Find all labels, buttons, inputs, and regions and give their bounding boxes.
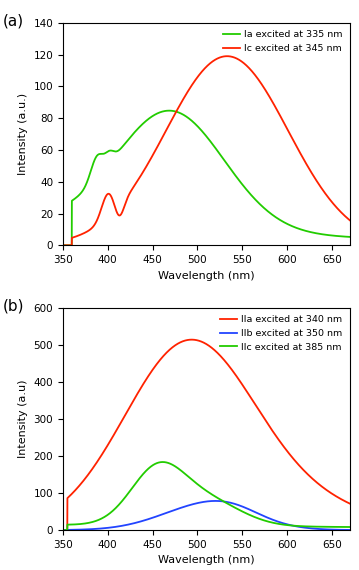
IIa excited at 340 nm [61,527,65,534]
Ia excited at 335 nm [193,120,197,127]
IIc excited at 385 nm [348,524,352,531]
Legend: Ia excited at 335 nm, Ic excited at 345 nm: Ia excited at 335 nm, Ic excited at 345 … [220,27,345,56]
Ia excited at 335 nm [348,234,352,241]
IIb excited at 350 nm [340,527,344,534]
IIb excited at 350 nm [213,498,218,504]
Ic excited at 345 nm [225,53,229,60]
IIc excited at 385 nm [200,484,205,491]
Ic excited at 345 nm [287,129,291,136]
IIa excited at 340 nm [340,496,344,503]
IIc excited at 385 nm [61,527,65,534]
IIb excited at 350 nm [61,527,65,534]
Line: IIa excited at 340 nm: IIa excited at 340 nm [63,340,350,530]
IIa excited at 340 nm [348,500,352,507]
Text: (b): (b) [3,299,24,314]
X-axis label: Wavelength (nm): Wavelength (nm) [158,555,255,565]
Ic excited at 345 nm [348,217,352,224]
Legend: IIa excited at 340 nm, IIb excited at 350 nm, IIc excited at 385 nm: IIa excited at 340 nm, IIb excited at 35… [218,312,345,355]
IIb excited at 350 nm [348,527,352,534]
IIb excited at 350 nm [200,499,205,506]
IIb excited at 350 nm [193,500,197,507]
Line: Ic excited at 345 nm: Ic excited at 345 nm [63,56,350,245]
Line: IIb excited at 350 nm: IIb excited at 350 nm [63,501,350,530]
IIb excited at 350 nm [287,522,291,528]
Ic excited at 345 nm [75,233,80,239]
X-axis label: Wavelength (nm): Wavelength (nm) [158,271,255,280]
IIc excited at 385 nm [160,459,165,466]
Ia excited at 335 nm [340,233,344,240]
IIc excited at 385 nm [75,521,80,528]
Ic excited at 345 nm [193,78,197,84]
IIb excited at 350 nm [75,526,80,533]
Ia excited at 335 nm [167,107,171,114]
IIb excited at 350 nm [340,527,344,534]
Line: Ia excited at 335 nm: Ia excited at 335 nm [63,111,350,245]
IIc excited at 385 nm [340,523,344,530]
Line: IIc excited at 385 nm: IIc excited at 385 nm [63,462,350,530]
Ic excited at 345 nm [340,209,344,216]
Ic excited at 345 nm [340,210,344,217]
IIc excited at 385 nm [287,522,291,529]
Ic excited at 345 nm [200,67,205,74]
IIa excited at 340 nm [190,336,194,343]
IIa excited at 340 nm [287,450,291,457]
Ia excited at 335 nm [75,193,80,200]
Text: (a): (a) [3,14,24,29]
IIa excited at 340 nm [193,336,197,343]
Ia excited at 335 nm [340,233,344,240]
Y-axis label: Intensity (a.u.): Intensity (a.u.) [18,93,28,175]
Y-axis label: Intensity (a.u): Intensity (a.u) [18,380,28,458]
Ic excited at 345 nm [61,242,65,249]
Ia excited at 335 nm [287,221,291,228]
Ia excited at 335 nm [200,128,205,135]
IIa excited at 340 nm [340,496,344,503]
IIa excited at 340 nm [75,484,80,491]
IIa excited at 340 nm [200,339,205,345]
IIc excited at 385 nm [193,479,197,486]
IIc excited at 385 nm [340,523,344,530]
Ia excited at 335 nm [61,242,65,249]
